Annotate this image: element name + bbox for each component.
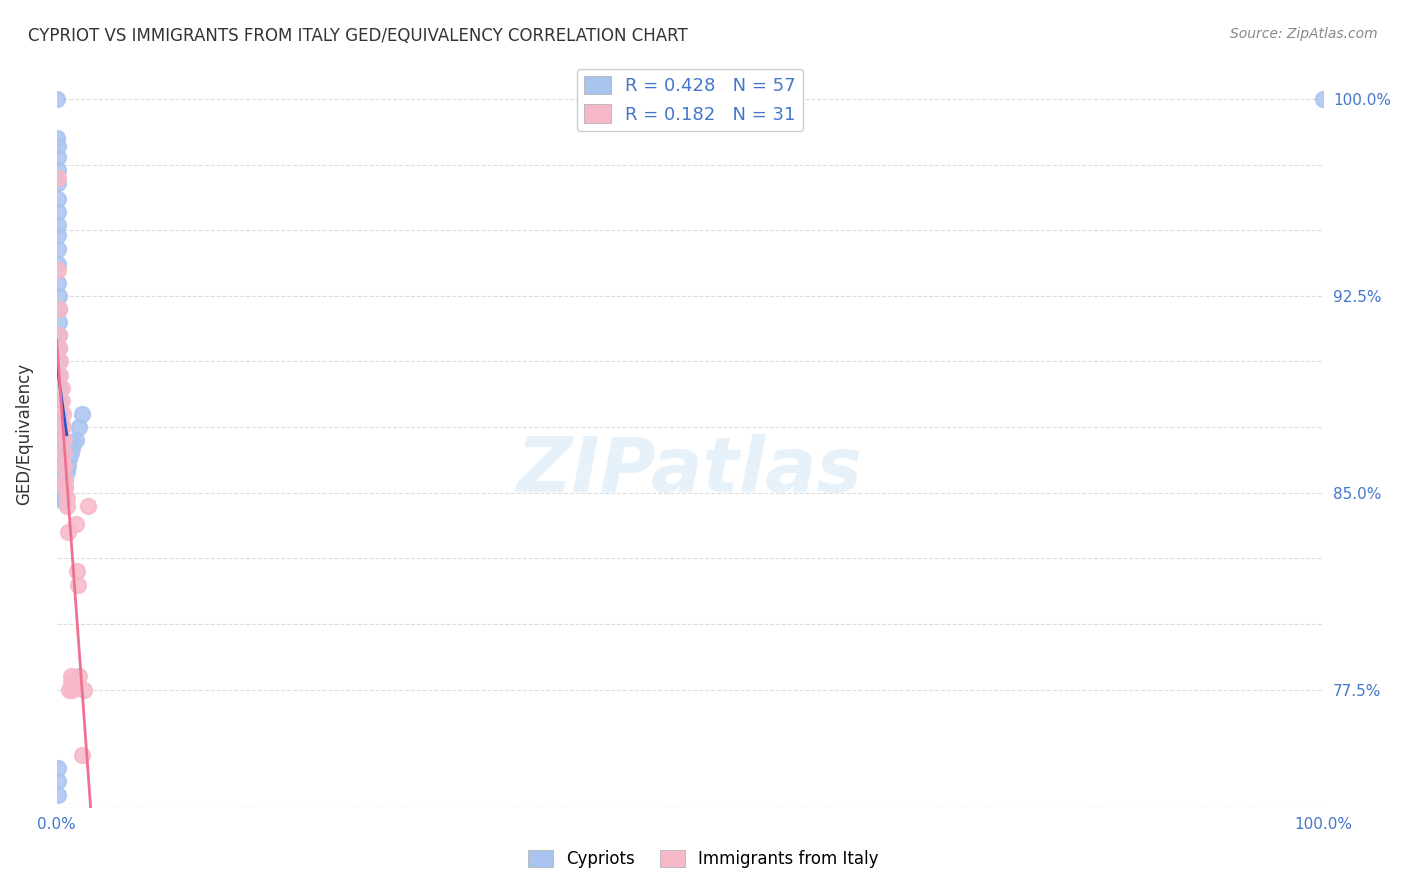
Point bbox=[73, 682, 96, 697]
Point bbox=[59, 669, 82, 683]
Point bbox=[48, 328, 70, 343]
Point bbox=[67, 577, 90, 591]
Point bbox=[56, 459, 79, 474]
Point bbox=[46, 218, 69, 232]
Point bbox=[48, 301, 70, 316]
Point bbox=[70, 748, 93, 763]
Point bbox=[46, 774, 69, 789]
Point bbox=[48, 342, 70, 356]
Point bbox=[46, 192, 69, 206]
Point bbox=[65, 433, 87, 447]
Point bbox=[48, 289, 70, 303]
Y-axis label: GED/Equivalency: GED/Equivalency bbox=[15, 362, 32, 505]
Point bbox=[59, 674, 82, 689]
Legend: Cypriots, Immigrants from Italy: Cypriots, Immigrants from Italy bbox=[520, 843, 886, 875]
Point bbox=[53, 480, 76, 494]
Point bbox=[46, 761, 69, 775]
Point bbox=[62, 435, 84, 450]
Point bbox=[49, 425, 72, 440]
Point bbox=[49, 415, 72, 429]
Point bbox=[51, 393, 73, 408]
Point bbox=[46, 170, 69, 185]
Point bbox=[52, 493, 75, 508]
Point bbox=[48, 368, 70, 382]
Point bbox=[46, 139, 69, 153]
Point bbox=[49, 368, 72, 382]
Point bbox=[48, 354, 70, 368]
Point bbox=[51, 473, 73, 487]
Point bbox=[52, 483, 75, 497]
Point bbox=[48, 301, 70, 316]
Point bbox=[51, 485, 73, 500]
Point bbox=[53, 433, 76, 447]
Point bbox=[46, 276, 69, 290]
Point bbox=[67, 420, 90, 434]
Point bbox=[48, 381, 70, 395]
Point bbox=[52, 478, 75, 492]
Point bbox=[46, 131, 69, 145]
Point bbox=[49, 467, 72, 482]
Point bbox=[46, 162, 69, 177]
Point bbox=[46, 242, 69, 256]
Point bbox=[55, 473, 77, 487]
Legend: R = 0.428   N = 57, R = 0.182   N = 31: R = 0.428 N = 57, R = 0.182 N = 31 bbox=[576, 69, 803, 131]
Point bbox=[46, 204, 69, 219]
Point bbox=[49, 449, 72, 463]
Point bbox=[66, 565, 89, 579]
Point bbox=[1312, 92, 1334, 106]
Point bbox=[58, 451, 80, 466]
Point bbox=[49, 433, 72, 447]
Point bbox=[55, 499, 77, 513]
Point bbox=[53, 485, 76, 500]
Point bbox=[55, 480, 77, 494]
Point bbox=[46, 92, 69, 106]
Point bbox=[65, 517, 87, 532]
Point bbox=[67, 669, 90, 683]
Point bbox=[55, 473, 77, 487]
Point bbox=[49, 354, 72, 368]
Point bbox=[46, 150, 69, 164]
Point bbox=[60, 682, 83, 697]
Point bbox=[48, 342, 70, 356]
Point bbox=[49, 480, 72, 494]
Point bbox=[56, 524, 79, 539]
Point bbox=[48, 393, 70, 408]
Point bbox=[46, 257, 69, 271]
Point bbox=[60, 441, 83, 455]
Point bbox=[46, 228, 69, 243]
Text: Source: ZipAtlas.com: Source: ZipAtlas.com bbox=[1230, 27, 1378, 41]
Point bbox=[51, 480, 73, 494]
Point bbox=[55, 491, 77, 505]
Point bbox=[46, 788, 69, 802]
Point bbox=[46, 176, 69, 190]
Point bbox=[52, 488, 75, 502]
Point bbox=[70, 407, 93, 421]
Point bbox=[55, 480, 77, 494]
Point bbox=[59, 446, 82, 460]
Text: ZIPatlas: ZIPatlas bbox=[517, 434, 863, 508]
Point bbox=[49, 441, 72, 455]
Point bbox=[52, 407, 75, 421]
Point bbox=[52, 420, 75, 434]
Point bbox=[49, 459, 72, 474]
Point bbox=[46, 262, 69, 277]
Point bbox=[58, 682, 80, 697]
Point bbox=[49, 475, 72, 490]
Point bbox=[51, 381, 73, 395]
Point bbox=[51, 491, 73, 505]
Point bbox=[48, 407, 70, 421]
Point bbox=[55, 465, 77, 479]
Point bbox=[53, 446, 76, 460]
Point bbox=[48, 328, 70, 343]
Text: CYPRIOT VS IMMIGRANTS FROM ITALY GED/EQUIVALENCY CORRELATION CHART: CYPRIOT VS IMMIGRANTS FROM ITALY GED/EQU… bbox=[28, 27, 688, 45]
Point bbox=[62, 677, 84, 691]
Point bbox=[77, 499, 100, 513]
Point bbox=[53, 459, 76, 474]
Point bbox=[48, 315, 70, 329]
